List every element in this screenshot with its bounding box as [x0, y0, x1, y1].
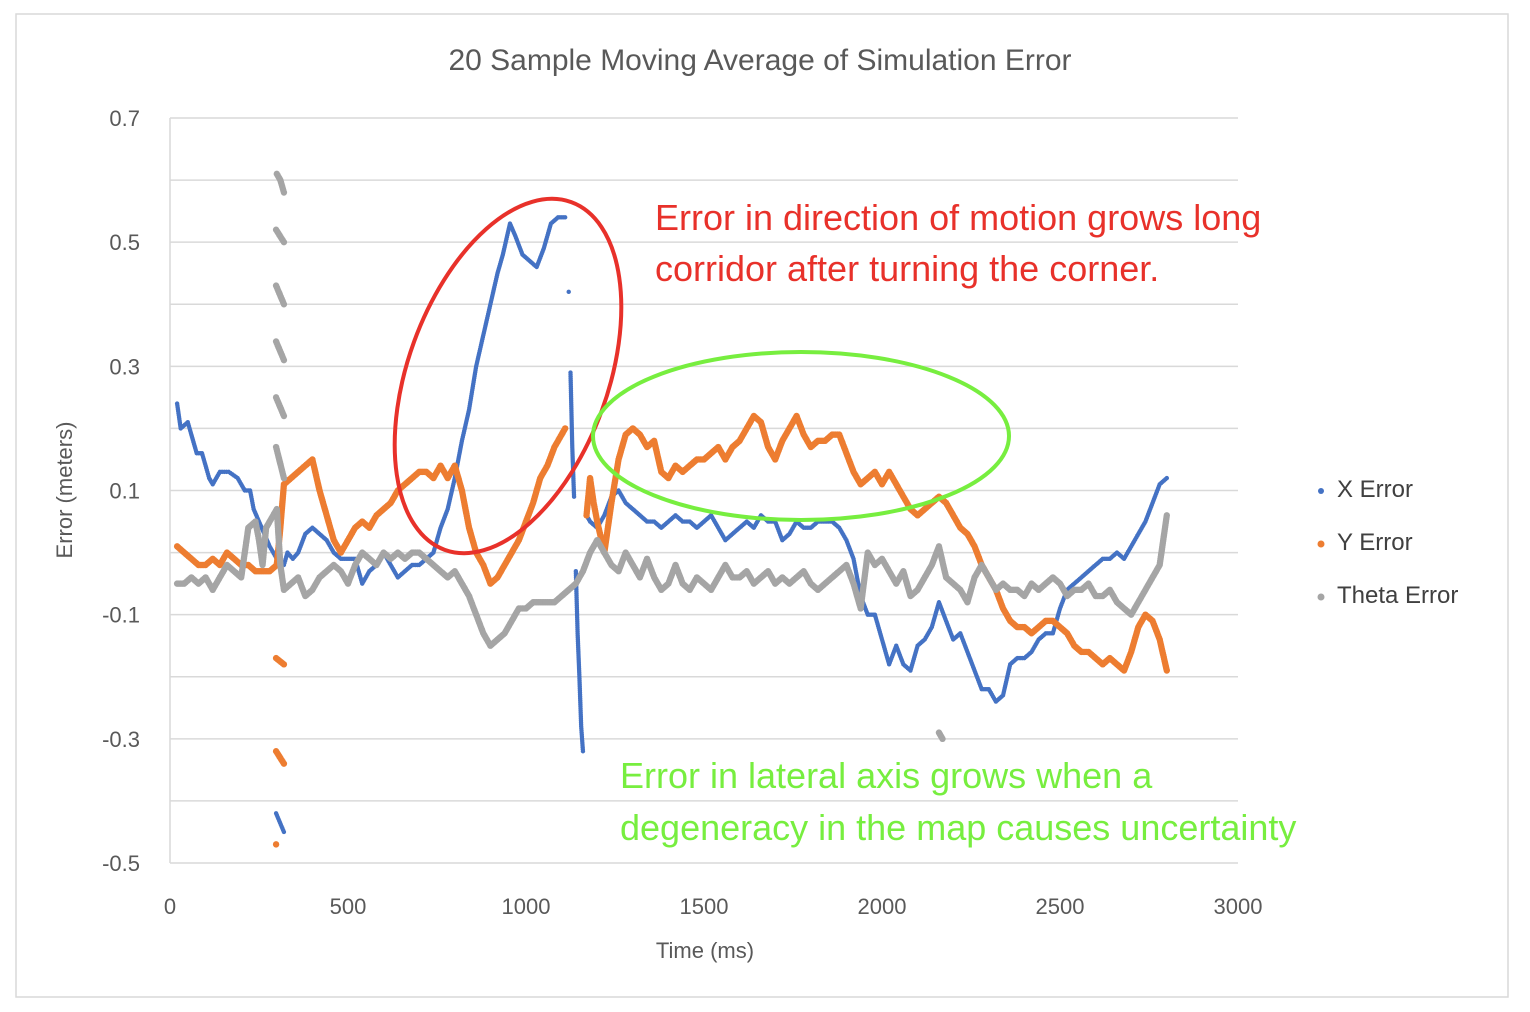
- data-point: [580, 749, 586, 754]
- y-tick-label: 0.5: [109, 230, 140, 255]
- data-point: [566, 289, 571, 295]
- chart-frame: [15, 13, 1509, 998]
- legend-label-theta-error: Theta Error: [1337, 582, 1458, 609]
- data-point: [1163, 667, 1171, 674]
- legend-label-y-error: Y Error: [1337, 529, 1413, 556]
- red-annotation-line-2: corridor after turning the corner.: [655, 248, 1159, 289]
- green-annotation-line-1: Error in lateral axis grows when a: [620, 755, 1153, 796]
- chart-title: 20 Sample Moving Average of Simulation E…: [448, 44, 1071, 77]
- data-point: [280, 760, 288, 767]
- series-theta-error: [173, 170, 1171, 743]
- y-tick-label: 0.7: [109, 106, 140, 131]
- x-tick-labels: 0 500 1000 1500 2000 2500 3000: [164, 894, 1263, 919]
- annotations: Error in direction of motion grows long …: [620, 197, 1296, 848]
- data-point: [562, 215, 568, 220]
- legend-marker-x-error: [1318, 488, 1324, 494]
- legend-label-x-error: X Error: [1337, 476, 1413, 503]
- red-annotation-line-1: Error in direction of motion grows long: [655, 197, 1261, 238]
- data-point: [281, 829, 287, 835]
- y-tick-label: -0.3: [102, 727, 140, 752]
- x-tick-label: 2500: [1036, 894, 1085, 919]
- legend-marker-theta-error: [1317, 593, 1325, 601]
- x-tick-label: 500: [330, 894, 367, 919]
- y-tick-label: -0.5: [102, 851, 140, 876]
- data-point: [272, 841, 280, 848]
- legend-marker-y-error: [1317, 540, 1325, 548]
- x-tick-label: 0: [164, 894, 176, 919]
- data-point: [571, 494, 577, 499]
- x-tick-label: 2000: [858, 894, 907, 919]
- y-tick-label: 0.3: [109, 354, 140, 379]
- red-annotation-text: Error in direction of motion grows long …: [655, 197, 1271, 289]
- data-point: [1163, 512, 1171, 519]
- y-tick-label: -0.1: [102, 603, 140, 628]
- x-tick-label: 3000: [1214, 894, 1263, 919]
- data-point: [280, 412, 288, 420]
- data-point: [280, 301, 288, 308]
- data-point: [939, 735, 946, 743]
- data-point: [280, 474, 288, 482]
- gridlines: [169, 117, 1238, 864]
- y-tick-labels: -0.5 -0.3 -0.1 0.1 0.3 0.5 0.7: [102, 106, 140, 876]
- data-point: [280, 189, 288, 196]
- legend-item-x-error: X Error: [1318, 476, 1413, 503]
- y-tick-label: 0.1: [109, 479, 140, 504]
- annotation-shapes: [392, 196, 1011, 556]
- green-annotation-line-2: degeneracy in the map causes uncertainty: [620, 807, 1296, 848]
- legend-item-y-error: Y Error: [1317, 529, 1413, 556]
- legend-item-theta-error: Theta Error: [1317, 582, 1458, 609]
- y-axis-title: Error (meters): [52, 422, 77, 559]
- data-point: [1164, 475, 1170, 481]
- data-point: [280, 238, 288, 246]
- data-point: [280, 661, 288, 668]
- green-annotation-ellipse: [591, 350, 1011, 522]
- green-annotation-text: Error in lateral axis grows when a degen…: [620, 755, 1296, 848]
- legend: X Error Y Error Theta Error: [1317, 476, 1458, 609]
- x-tick-label: 1500: [680, 894, 729, 919]
- data-point: [561, 425, 569, 432]
- x-axis-title: Time (ms): [656, 938, 754, 963]
- x-tick-label: 1000: [502, 894, 551, 919]
- data-point: [280, 356, 288, 364]
